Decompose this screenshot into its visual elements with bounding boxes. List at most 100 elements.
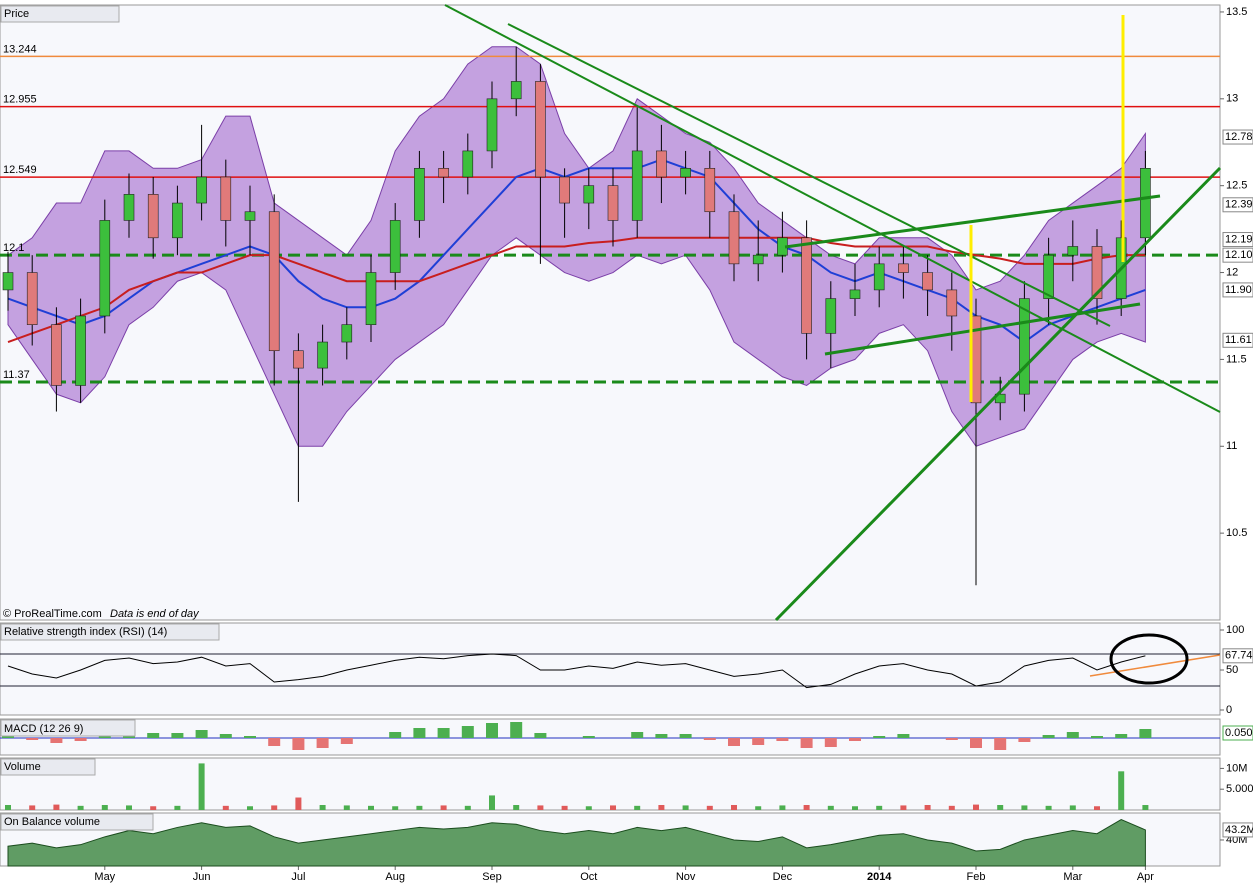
trend-lines [444,4,1222,622]
candle-body [898,263,909,273]
volume-bar [29,805,36,810]
volume-bar [5,805,11,810]
volume-bar [77,805,84,810]
value-tag [1222,232,1253,248]
candle-body [1140,168,1151,239]
level-label: 12.1 [3,242,24,254]
macd-bar [970,738,982,748]
candle-body [583,185,595,204]
value-tag-label: 11.90 [1225,284,1252,296]
candle-body [123,194,135,221]
panel-title: Volume [4,761,41,773]
plot-layer: 10.5 11 11.5 12 12.5 13 13.5 13.244 12.955 12.549… [0,6,1253,883]
candle-body [317,341,328,369]
volume-bar [997,805,1004,810]
obv-area [7,819,1146,867]
value-tag-label: 11.61 [1225,334,1252,346]
rsi-trend-line [1089,654,1221,677]
candle-body [631,150,643,221]
volume-bar [392,806,399,810]
x-tick-label: Aug [385,871,405,883]
trend-line [784,194,1161,249]
volume-bar [513,805,520,810]
candle-body [365,272,377,325]
y-tick-label: 10M [1226,762,1247,774]
volume-bar [779,805,786,810]
macd-bar [268,738,281,746]
header-box [0,813,154,831]
volume-bar [101,805,108,810]
candle-body [244,211,256,221]
volume-bar [537,805,544,810]
volume-bar [174,805,181,810]
macd-bar [1139,729,1152,738]
volume-bar [706,805,713,810]
volume-bar [1021,805,1028,810]
macd-bar [728,738,740,746]
candle-body [2,272,14,291]
value-tag-label: 12.19 [1225,233,1253,245]
volume-bar [561,805,568,810]
panel-title: MACD (12 26 9) [4,723,83,735]
y-tick-label: 11.5 [1226,353,1247,365]
rsi-line [7,653,1146,689]
x-tick-label: Oct [580,871,597,883]
macd-bar [486,723,498,738]
volume-bar [1118,771,1125,810]
trend-line [774,166,1222,622]
candle-body [268,211,280,352]
candle-body [389,220,401,273]
x-tick-label: Feb [967,871,986,883]
volume-bar [150,806,157,810]
macd-bar [1115,734,1128,738]
candle-body [728,211,740,265]
x-tick-label: Nov [676,871,696,883]
candle-body [704,168,716,213]
trend-line [444,4,1221,413]
level-label: 13.244 [3,43,37,55]
macd-bar [219,734,232,738]
trend-line [507,23,1111,327]
macd-bar [873,736,886,738]
macd-bar [703,738,716,740]
candle-body [1019,298,1030,395]
macd-bar [679,734,692,738]
candle-body [922,272,933,291]
volume-bar [731,805,737,810]
volume-bar [1045,805,1052,810]
macd-bar [1066,732,1079,738]
value-tag [1222,725,1253,741]
macd-bar [195,730,208,738]
macd-bar [534,733,547,738]
x-tick-label: Jul [291,871,305,883]
header-box [0,5,120,23]
y-tick-label: 11 [1226,440,1237,452]
x-tick-label: Sep [482,871,502,883]
candle-body [752,254,764,265]
panel-title: Price [4,8,29,20]
volume-bar [295,797,302,810]
macd-bar [340,738,353,744]
x-tick-label: Dec [773,871,793,883]
macd-bar [655,734,668,738]
macd-bar [776,738,789,741]
moving-average [7,236,1146,343]
candle-body [680,168,691,178]
value-tag [1222,197,1253,213]
candle-body [535,81,546,178]
candle-body [801,237,812,334]
volume-bar [682,805,689,810]
volume-bar [852,806,858,810]
volume-bar [755,806,762,810]
macd-bar [2,736,14,738]
macd-bar [994,738,1007,750]
volume-bar [222,805,229,810]
volume-bar [416,805,423,810]
volume-bar [803,805,810,810]
candle-body [825,298,837,334]
value-tag [1222,247,1253,263]
candle-body [1091,246,1103,299]
macd-bar [849,738,861,741]
y-tick-label: 5.000 [1226,783,1253,795]
candle-body [1067,246,1079,256]
